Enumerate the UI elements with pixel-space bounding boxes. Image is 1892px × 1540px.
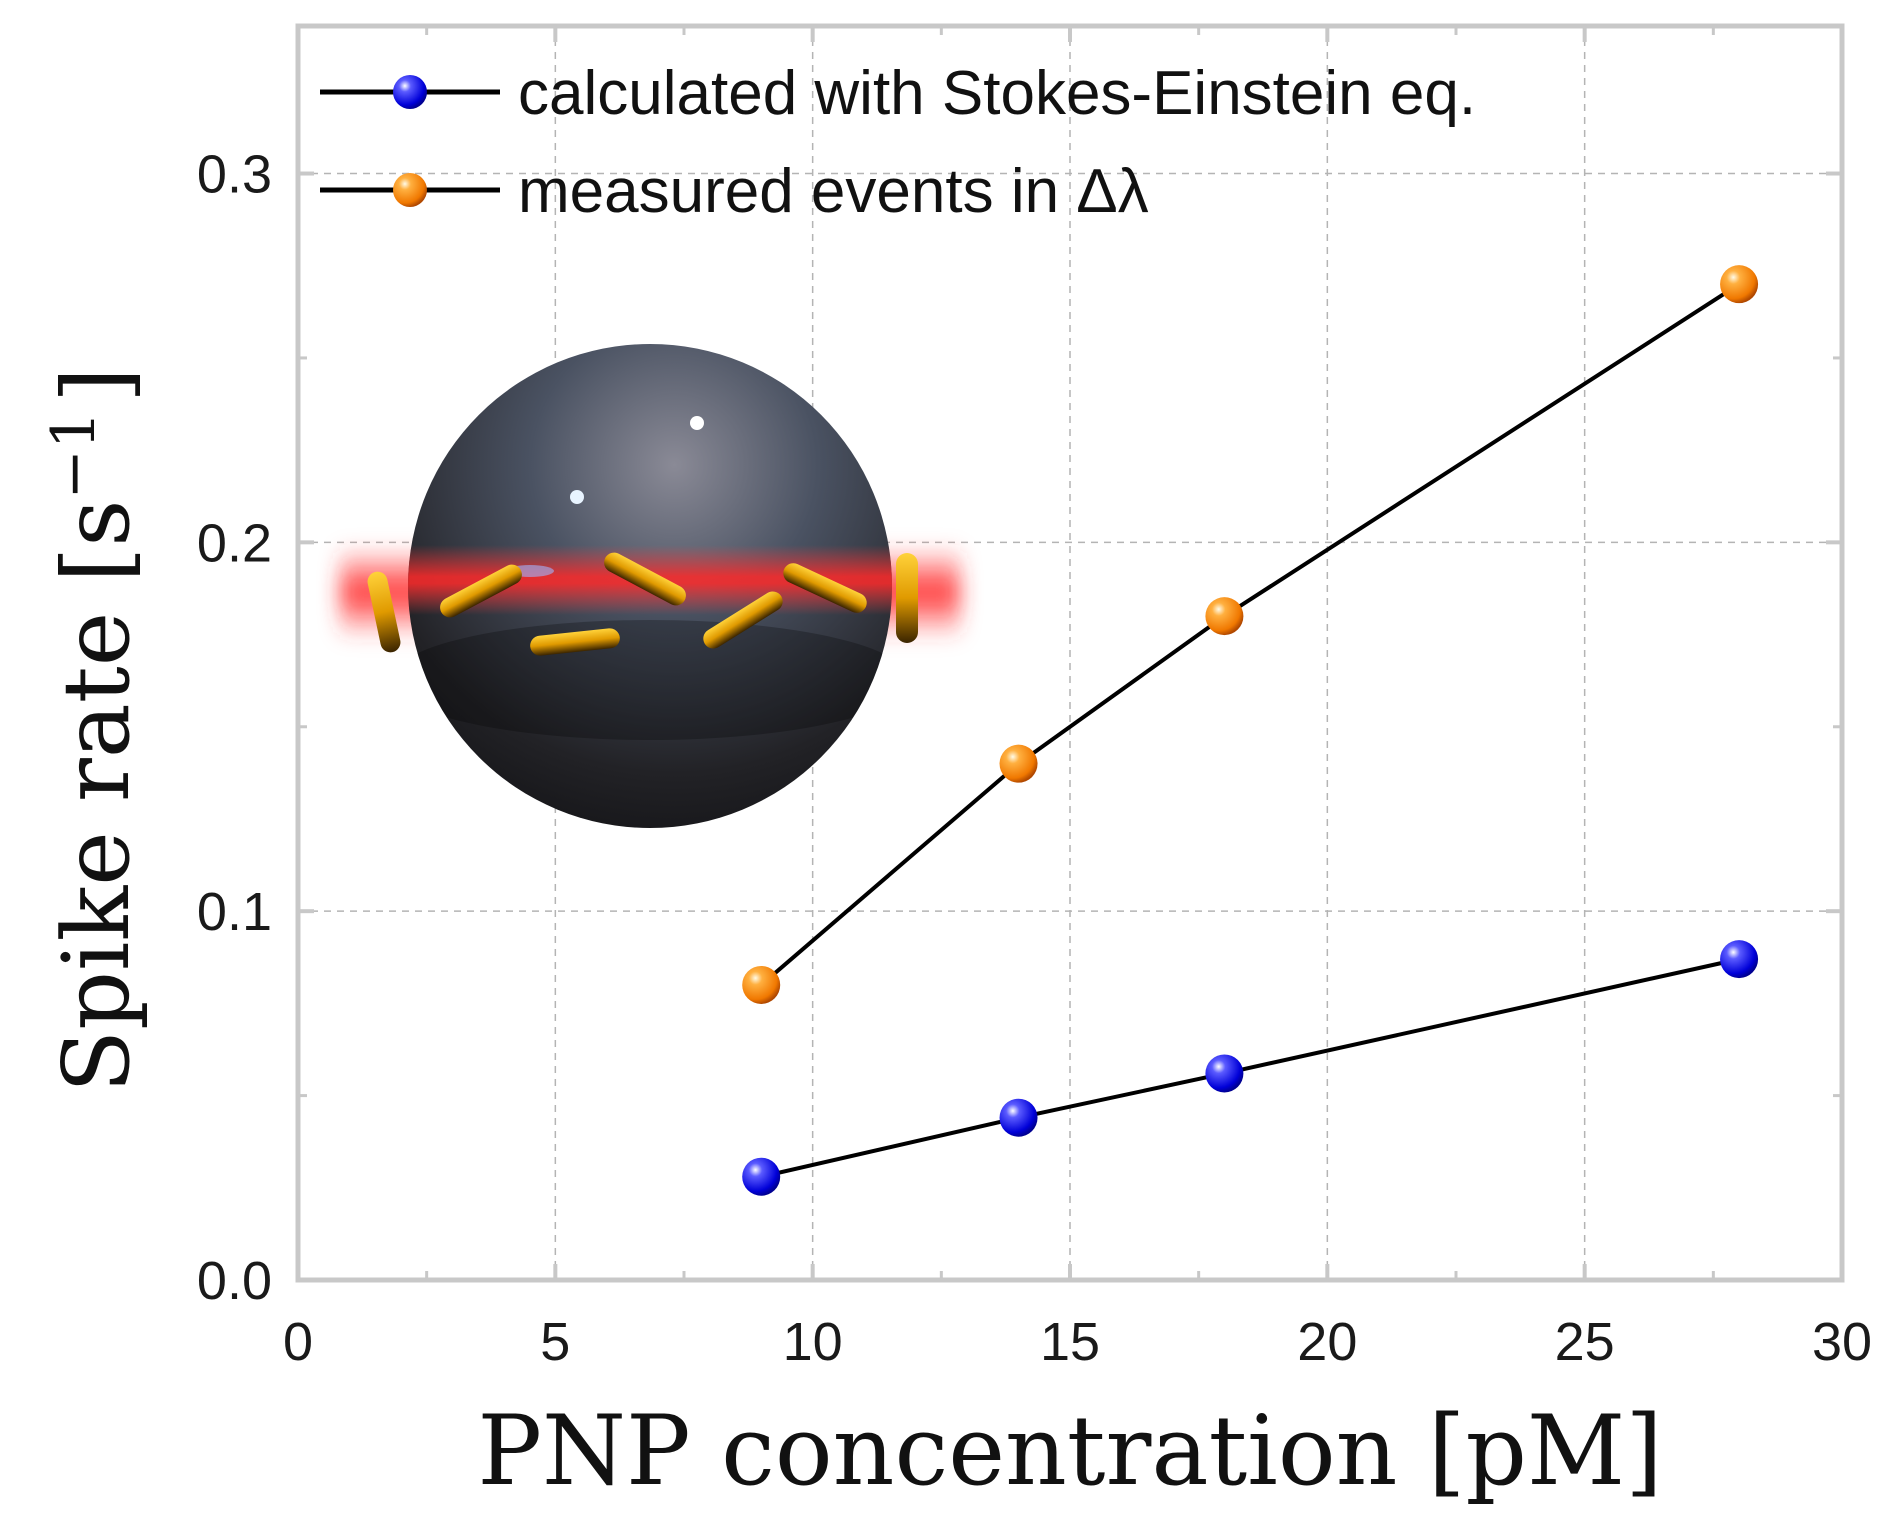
x-tick-label: 30	[1812, 1312, 1872, 1372]
y-axis-title-superscript: −1	[39, 411, 109, 499]
y-tick-label: 0.0	[197, 1251, 272, 1311]
sphere-with-nanorods-icon	[340, 344, 960, 828]
data-point-orange	[742, 965, 781, 1004]
series-line-orange	[759, 282, 1741, 987]
x-tick-label: 5	[540, 1312, 570, 1372]
legend-entry-calculated: calculated with Stokes-Einstein eq.	[320, 59, 1476, 128]
axis-ticks: 0 5 10 15 20 25 30 0.0 0.1 0.2 0.3	[197, 26, 1872, 1372]
legend-marker-orange	[393, 173, 427, 207]
legend-entry-measured: measured events in Δλ	[320, 157, 1149, 226]
x-axis-title: PNP concentration [pM]	[477, 1395, 1662, 1507]
x-tick-label: 0	[283, 1312, 313, 1372]
y-tick-label: 0.3	[197, 145, 272, 205]
series	[742, 265, 1759, 1196]
legend-label-measured: measured events in Δλ	[518, 157, 1149, 226]
legend: calculated with Stokes-Einstein eq. meas…	[320, 59, 1476, 226]
grid	[298, 26, 1842, 1280]
legend-label-calculated: calculated with Stokes-Einstein eq.	[518, 59, 1476, 128]
data-point-orange	[1720, 265, 1759, 304]
legend-marker-blue	[393, 75, 427, 109]
data-point-orange	[999, 744, 1038, 783]
data-point-blue	[1205, 1054, 1244, 1093]
y-axis-title: Spike rate [s−1]	[39, 367, 150, 1093]
x-tick-label: 15	[1040, 1312, 1100, 1372]
data-point-blue	[742, 1157, 781, 1196]
y-axis-title-main: Spike rate [s	[43, 499, 150, 1092]
data-point-blue	[1720, 940, 1759, 979]
y-tick-label: 0.1	[197, 882, 272, 942]
series-line-blue	[760, 957, 1740, 1179]
data-point-orange	[1205, 597, 1244, 636]
x-tick-label: 25	[1555, 1312, 1615, 1372]
x-tick-label: 10	[783, 1312, 843, 1372]
x-tick-label: 20	[1297, 1312, 1357, 1372]
y-axis-title-close: ]	[43, 367, 150, 403]
data-point-blue	[999, 1098, 1038, 1137]
y-tick-label: 0.2	[197, 513, 272, 573]
